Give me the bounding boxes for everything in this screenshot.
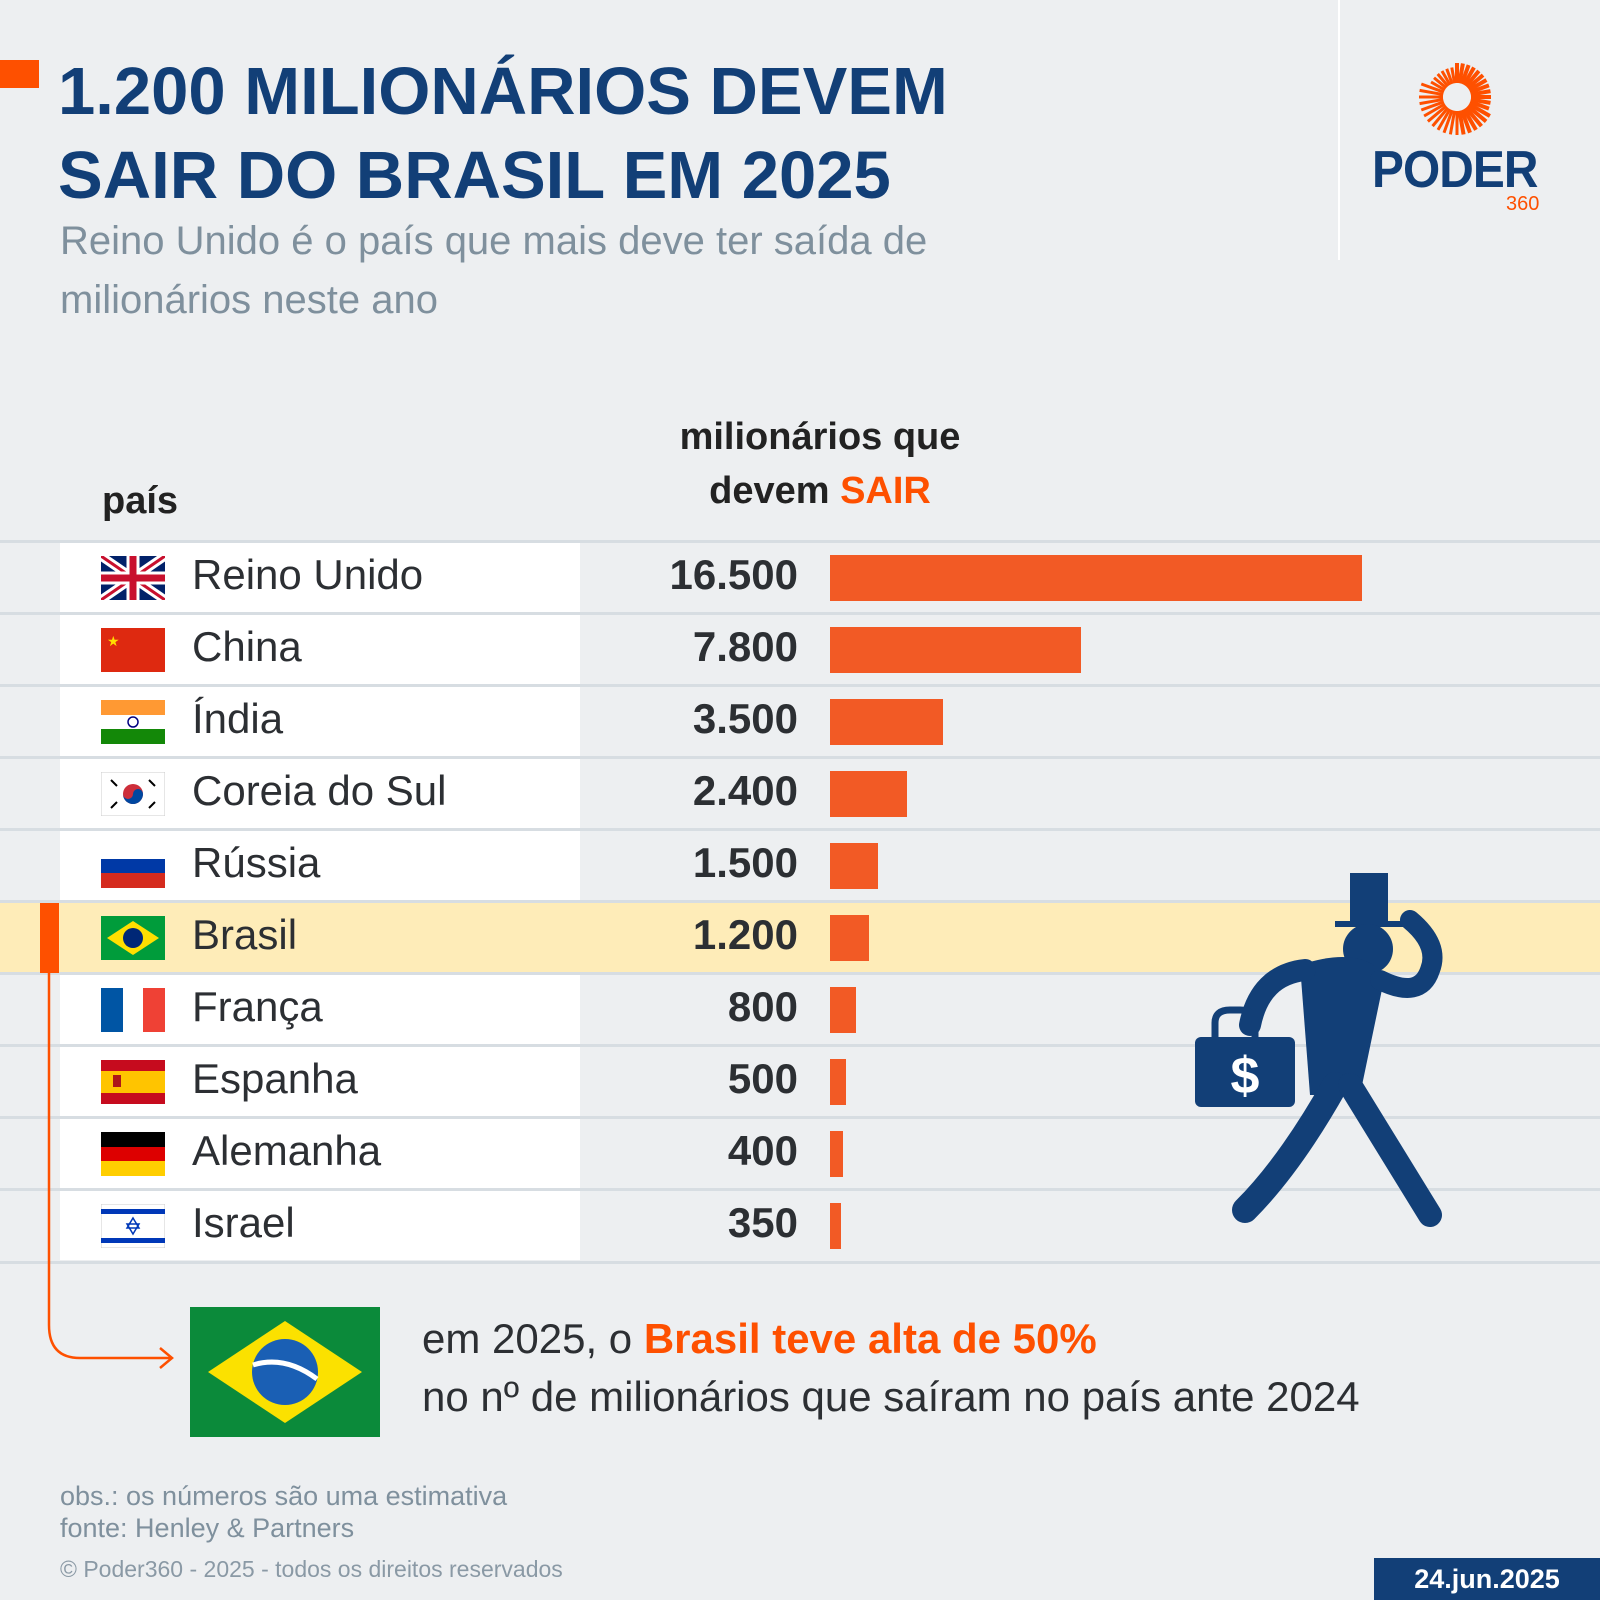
table-row: Índia 3.500 — [0, 684, 1600, 756]
country-label: Israel — [192, 1199, 295, 1246]
note-prefix: em 2025, o — [422, 1315, 644, 1362]
title-accent — [0, 60, 39, 88]
france-flag-icon — [101, 988, 165, 1032]
table-row: Coreia do Sul 2.400 — [0, 756, 1600, 828]
table-row: ★ China 7.800 — [0, 612, 1600, 684]
table-row: Alemanha 400 — [0, 1116, 1600, 1188]
table-row: Espanha 500 — [0, 1044, 1600, 1116]
bar — [830, 1131, 843, 1177]
country-label: Alemanha — [192, 1127, 382, 1174]
svg-text:$: $ — [1231, 1047, 1260, 1105]
india-flag-icon — [101, 700, 165, 744]
logo-number: 360 — [1506, 193, 1540, 215]
brazil-flag-icon — [101, 916, 165, 960]
poder360-sun-logo-icon — [1419, 63, 1491, 135]
country-label: Índia — [192, 695, 284, 742]
subtitle: Reino Unido é o país que mais deve ter s… — [60, 219, 928, 322]
businessman-leaving-icon: $ — [1195, 873, 1443, 1227]
date-badge: 24.jun.2025 — [1374, 1558, 1600, 1600]
south-korea-flag-icon — [101, 772, 165, 816]
value-label: 400 — [727, 1127, 798, 1174]
russia-flag-icon — [101, 844, 165, 888]
brazil-flag-large — [190, 1307, 380, 1437]
table-row: Reino Unido 16.500 — [0, 540, 1600, 612]
country-label: China — [192, 623, 302, 670]
value-label: 800 — [727, 983, 798, 1030]
country-label: Coreia do Sul — [192, 767, 447, 814]
bar — [830, 987, 856, 1033]
table-row: Israel 350 — [0, 1188, 1600, 1260]
table-row: Brasil 1.200 — [0, 900, 1600, 972]
page-title: 1.200 MILIONÁRIOS DEVEM SAIR DO BRASIL E… — [58, 54, 948, 213]
bar — [830, 627, 1082, 673]
logo-word: PODER — [1372, 141, 1538, 199]
note-line2: no nº de milionários que saíram no país … — [422, 1373, 1360, 1420]
country-label: Rússia — [192, 839, 321, 886]
row-divider — [0, 1261, 1600, 1264]
arrow-icon — [47, 970, 174, 1369]
footnote: obs.: os números são uma estimativa font… — [60, 1480, 507, 1544]
value-label: 7.800 — [692, 623, 798, 670]
germany-flag-icon — [101, 1132, 165, 1176]
column-header-value: milionários que devem SAIR — [650, 410, 990, 518]
value-label: 2.400 — [692, 767, 798, 814]
value-label: 350 — [727, 1199, 798, 1246]
note-highlight: Brasil teve alta de 50% — [643, 1315, 1097, 1362]
uk-flag-icon — [101, 556, 165, 600]
copyright: © Poder360 - 2025 - todos os direitos re… — [60, 1556, 563, 1582]
country-label: Reino Unido — [192, 551, 424, 598]
spain-flag-icon — [101, 1060, 165, 1104]
bar — [830, 843, 879, 889]
bar — [830, 915, 869, 961]
header-prefix: milionários que devem — [679, 416, 961, 512]
divider — [1338, 0, 1340, 260]
table-row: Rússia 1.500 — [0, 828, 1600, 900]
country-label: França — [192, 983, 323, 1030]
obs-note: obs.: os números são uma estimativa — [60, 1481, 508, 1511]
bar — [830, 1203, 842, 1249]
value-label: 1.200 — [692, 911, 798, 958]
bar — [830, 771, 908, 817]
column-header-country: país — [102, 480, 179, 522]
israel-flag-icon — [101, 1204, 165, 1248]
value-label: 1.500 — [692, 839, 798, 886]
source: fonte: Henley & Partners — [60, 1513, 355, 1543]
svg-text:★: ★ — [107, 633, 120, 649]
bar — [830, 699, 943, 745]
country-label: Brasil — [192, 911, 298, 958]
brazil-note: em 2025, o Brasil teve alta de 50% no nº… — [422, 1310, 1360, 1426]
value-label: 500 — [727, 1055, 798, 1102]
bar — [830, 555, 1362, 601]
table-row: França 800 — [0, 972, 1600, 1044]
country-label: Espanha — [192, 1055, 358, 1102]
value-label: 16.500 — [669, 551, 798, 598]
china-flag-icon: ★ — [101, 628, 165, 672]
bar — [830, 1059, 847, 1105]
header-highlight: SAIR — [840, 470, 931, 512]
value-label: 3.500 — [692, 695, 798, 742]
highlight-marker — [40, 903, 59, 973]
